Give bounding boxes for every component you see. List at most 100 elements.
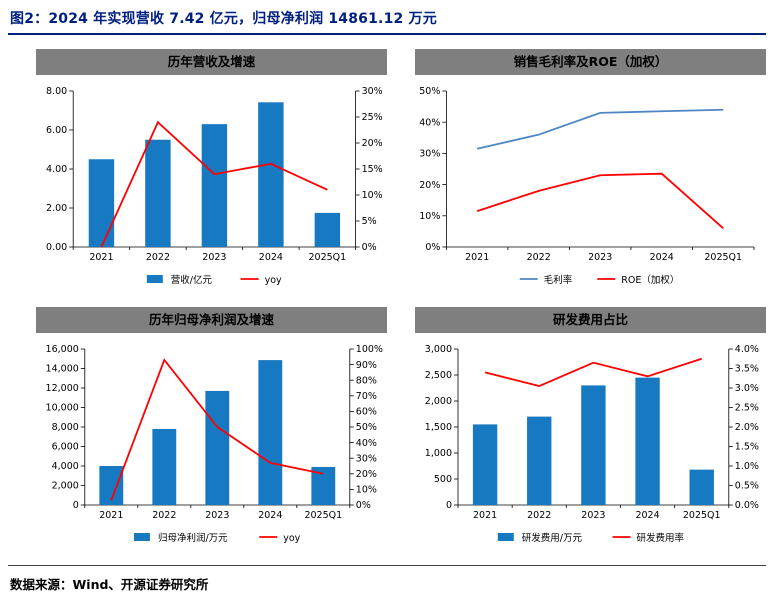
svg-text:20%: 20% xyxy=(419,180,440,191)
svg-text:2022: 2022 xyxy=(146,252,170,263)
svg-text:1,500: 1,500 xyxy=(425,422,452,433)
svg-text:12,000: 12,000 xyxy=(46,383,79,394)
svg-text:20%: 20% xyxy=(356,469,377,480)
svg-text:500: 500 xyxy=(434,474,452,485)
svg-text:0%: 0% xyxy=(425,242,440,253)
svg-text:15%: 15% xyxy=(362,164,383,175)
svg-text:30%: 30% xyxy=(419,149,440,160)
svg-text:90%: 90% xyxy=(356,360,377,371)
svg-text:70%: 70% xyxy=(356,391,377,402)
figure-title: 图2：2024 年实现营收 7.42 亿元，归母净利润 14861.12 万元 xyxy=(10,11,437,27)
svg-text:10%: 10% xyxy=(356,485,377,496)
chart-netprofit-growth: 0 2,000 4,000 6,000 8,000 10,000 12,000 14,000 1… xyxy=(36,339,387,549)
svg-text:0.00: 0.00 xyxy=(46,242,67,253)
svg-text:2021: 2021 xyxy=(465,252,489,263)
svg-text:2022: 2022 xyxy=(152,510,176,521)
svg-text:1,000: 1,000 xyxy=(425,448,452,459)
panel-margin-roe: 销售毛利率及ROE（加权） 0% 10% 20% 30% 40% 50% 2021 2022 2… xyxy=(415,49,766,291)
svg-text:30%: 30% xyxy=(362,86,383,97)
svg-text:4.0%: 4.0% xyxy=(735,344,759,355)
svg-text:2023: 2023 xyxy=(588,252,612,263)
svg-text:营收/亿元: 营收/亿元 xyxy=(171,274,213,286)
svg-text:2023: 2023 xyxy=(581,510,605,521)
data-source: 数据来源：Wind、开源证券研究所 xyxy=(10,577,209,592)
svg-text:2.5%: 2.5% xyxy=(735,403,759,414)
svg-text:3.5%: 3.5% xyxy=(735,364,759,375)
charts-grid: 历年营收及增速 0.00 2.00 4.00 6.00 8.00 0% 5% 10% 15% 20… xyxy=(8,35,766,549)
svg-text:2024: 2024 xyxy=(259,252,283,263)
svg-text:10%: 10% xyxy=(362,190,383,201)
panel-title-netprofit-growth: 历年归母净利润及增速 xyxy=(36,307,387,333)
panel-netprofit-growth: 历年归母净利润及增速 0 2,000 4,000 6,000 8,000 10,000 12… xyxy=(36,307,387,549)
svg-text:30%: 30% xyxy=(356,453,377,464)
svg-text:4,000: 4,000 xyxy=(52,461,79,472)
svg-text:0.0%: 0.0% xyxy=(735,500,759,511)
svg-text:2025Q1: 2025Q1 xyxy=(683,510,721,521)
footer-divider xyxy=(8,565,766,566)
panel-title-revenue-growth: 历年营收及增速 xyxy=(36,49,387,75)
svg-text:5%: 5% xyxy=(362,216,377,227)
svg-text:8.00: 8.00 xyxy=(46,86,67,97)
svg-text:2025Q1: 2025Q1 xyxy=(704,252,742,263)
svg-text:0%: 0% xyxy=(356,500,371,511)
svg-text:10,000: 10,000 xyxy=(46,403,79,414)
svg-text:1.5%: 1.5% xyxy=(735,442,759,453)
panel-revenue-growth: 历年营收及增速 0.00 2.00 4.00 6.00 8.00 0% 5% 10% 15% 20… xyxy=(36,49,387,291)
svg-text:研发费用率: 研发费用率 xyxy=(637,532,685,544)
svg-text:2.00: 2.00 xyxy=(46,203,67,214)
svg-text:2025Q1: 2025Q1 xyxy=(304,510,342,521)
svg-text:25%: 25% xyxy=(362,112,383,123)
svg-text:14,000: 14,000 xyxy=(46,364,79,375)
svg-text:2,000: 2,000 xyxy=(52,481,79,492)
svg-text:2023: 2023 xyxy=(205,510,229,521)
svg-text:2025Q1: 2025Q1 xyxy=(309,252,347,263)
svg-text:16,000: 16,000 xyxy=(46,344,79,355)
svg-text:6,000: 6,000 xyxy=(52,442,79,453)
svg-text:yoy: yoy xyxy=(283,533,300,544)
panel-title-rnd-expense: 研发费用占比 xyxy=(415,307,766,333)
svg-text:2022: 2022 xyxy=(527,510,551,521)
svg-text:2022: 2022 xyxy=(527,252,551,263)
svg-text:2,500: 2,500 xyxy=(425,370,452,381)
svg-text:4.00: 4.00 xyxy=(46,164,67,175)
svg-text:2,000: 2,000 xyxy=(425,396,452,407)
svg-text:2.0%: 2.0% xyxy=(735,422,759,433)
svg-text:40%: 40% xyxy=(419,117,440,128)
svg-text:毛利率: 毛利率 xyxy=(544,274,573,286)
svg-text:2021: 2021 xyxy=(89,252,113,263)
svg-text:6.00: 6.00 xyxy=(46,125,67,136)
svg-text:40%: 40% xyxy=(356,438,377,449)
svg-text:10%: 10% xyxy=(419,211,440,222)
svg-text:0: 0 xyxy=(446,500,452,511)
chart-rnd-expense: 0 500 1,000 1,500 2,000 2,500 3,000 0.0% 0.5% 1.0… xyxy=(415,339,766,549)
svg-text:3,000: 3,000 xyxy=(425,344,452,355)
svg-text:100%: 100% xyxy=(356,344,383,355)
svg-text:2021: 2021 xyxy=(473,510,497,521)
svg-text:yoy: yoy xyxy=(265,275,282,286)
svg-text:2024: 2024 xyxy=(635,510,659,521)
svg-text:60%: 60% xyxy=(356,407,377,418)
svg-text:80%: 80% xyxy=(356,375,377,386)
svg-text:2024: 2024 xyxy=(258,510,282,521)
panel-title-margin-roe: 销售毛利率及ROE（加权） xyxy=(415,49,766,75)
svg-text:2024: 2024 xyxy=(650,252,674,263)
title-underline xyxy=(8,33,766,35)
svg-text:3.0%: 3.0% xyxy=(735,383,759,394)
chart-margin-roe: 0% 10% 20% 30% 40% 50% 2021 2022 2023 2024 2025Q1 毛… xyxy=(415,81,766,291)
svg-text:ROE（加权）: ROE（加权） xyxy=(621,274,679,286)
svg-text:8,000: 8,000 xyxy=(52,422,79,433)
svg-text:20%: 20% xyxy=(362,138,383,149)
svg-text:0: 0 xyxy=(73,500,79,511)
svg-text:0.5%: 0.5% xyxy=(735,481,759,492)
svg-text:50%: 50% xyxy=(356,422,377,433)
svg-text:研发费用/万元: 研发费用/万元 xyxy=(522,532,583,544)
svg-text:1.0%: 1.0% xyxy=(735,461,759,472)
svg-text:0%: 0% xyxy=(362,242,377,253)
svg-text:50%: 50% xyxy=(419,86,440,97)
svg-text:2023: 2023 xyxy=(202,252,226,263)
panel-rnd-expense: 研发费用占比 0 500 1,000 1,500 2,000 2,500 3,000 0.0%… xyxy=(415,307,766,549)
svg-text:归母净利润/万元: 归母净利润/万元 xyxy=(158,532,228,544)
chart-revenue-growth: 0.00 2.00 4.00 6.00 8.00 0% 5% 10% 15% 20% 25% 30% 2… xyxy=(36,81,387,291)
svg-text:2021: 2021 xyxy=(99,510,123,521)
